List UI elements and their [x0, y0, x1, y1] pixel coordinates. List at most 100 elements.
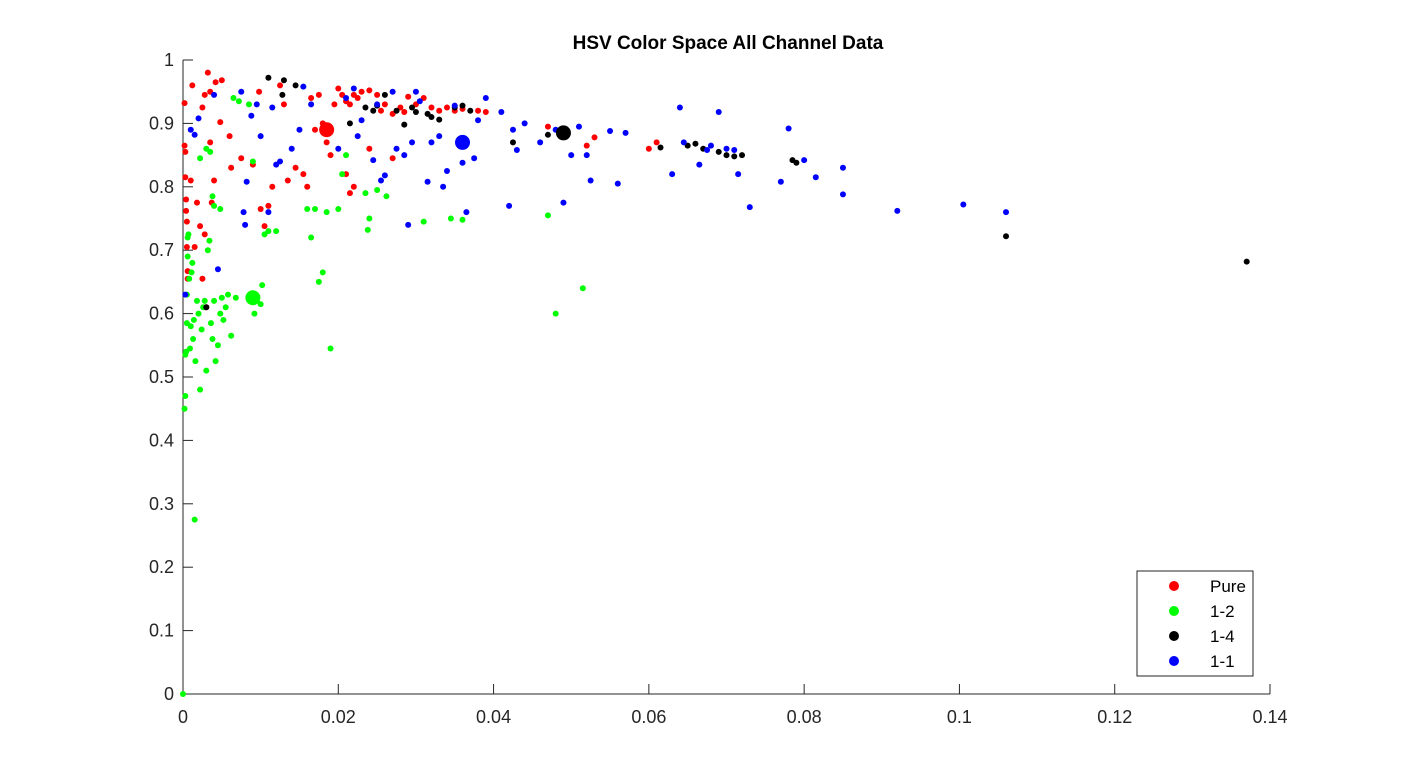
data-point [315, 278, 322, 285]
data-point [440, 183, 447, 190]
data-point [362, 104, 369, 111]
y-tick-label: 0.1 [149, 621, 174, 641]
data-point [509, 139, 516, 146]
data-point [412, 88, 419, 95]
data-point [183, 218, 190, 225]
data-point [193, 297, 200, 304]
data-point [1003, 209, 1010, 216]
data-point [335, 145, 342, 152]
data-point [269, 104, 276, 111]
data-point [381, 91, 388, 98]
data-point [265, 228, 272, 235]
data-point [676, 104, 683, 111]
data-point [190, 316, 197, 323]
data-point [188, 269, 195, 276]
data-point [482, 108, 489, 115]
data-point [207, 148, 214, 155]
data-point [544, 123, 551, 130]
data-point [225, 291, 232, 298]
data-point [182, 291, 189, 298]
data-point [451, 102, 458, 109]
data-point [436, 107, 443, 114]
data-point [181, 142, 188, 149]
data-point [186, 275, 193, 282]
data-point [257, 133, 264, 140]
data-point [240, 209, 247, 216]
data-point [311, 205, 318, 212]
data-point [428, 104, 435, 111]
y-tick-label: 0.9 [149, 113, 174, 133]
data-point [428, 114, 435, 121]
data-point [459, 159, 466, 166]
data-point [199, 104, 206, 111]
data-point [288, 145, 295, 152]
data-point [209, 193, 216, 200]
data-point [607, 128, 614, 135]
data-point [265, 74, 272, 81]
data-point [192, 358, 199, 365]
data-point [191, 131, 198, 138]
data-point [381, 101, 388, 108]
data-point [370, 157, 377, 164]
data-point [471, 155, 478, 162]
x-tick-label: 0.1 [947, 707, 972, 727]
data-point [409, 104, 416, 111]
data-point [193, 199, 200, 206]
data-point [401, 108, 408, 115]
data-point [696, 161, 703, 168]
data-point [335, 205, 342, 212]
data-point [715, 108, 722, 115]
data-point [374, 101, 381, 108]
data-point [575, 123, 582, 130]
data-point [707, 142, 714, 149]
data-point [183, 207, 190, 214]
centroid-point [319, 122, 335, 138]
data-point [259, 282, 266, 289]
data-point [181, 100, 188, 107]
data-point [251, 310, 258, 317]
data-point [366, 215, 373, 222]
data-point [217, 119, 224, 126]
series-1-2 [180, 95, 586, 697]
plot-area [180, 69, 1250, 697]
data-point [280, 101, 287, 108]
x-tick-label: 0.12 [1097, 707, 1132, 727]
data-point [187, 177, 194, 184]
data-point [645, 145, 652, 152]
data-point [207, 139, 214, 146]
data-point [195, 115, 202, 122]
data-point [323, 139, 330, 146]
data-point [203, 367, 210, 374]
data-point [214, 342, 221, 349]
data-point [416, 98, 423, 105]
data-point [583, 142, 590, 149]
data-point [182, 174, 189, 181]
data-point [366, 145, 373, 152]
data-point [339, 171, 346, 178]
data-point [704, 147, 711, 154]
data-point [482, 95, 489, 102]
data-point [182, 393, 189, 400]
data-point [354, 95, 361, 102]
data-point [300, 171, 307, 178]
data-point [383, 193, 390, 200]
data-point [739, 152, 746, 159]
data-point [292, 82, 299, 89]
data-point [614, 180, 621, 187]
x-tick-label: 0.04 [476, 707, 511, 727]
data-point [1243, 258, 1250, 265]
data-point [183, 196, 190, 203]
data-point [389, 155, 396, 162]
axes: 0 0.02 0.04 0.06 0.08 0.1 0.12 0.14 0 0.1 0.2 0.3 0.… [149, 50, 1288, 727]
data-point [443, 104, 450, 111]
data-point [319, 269, 326, 276]
data-point [731, 153, 738, 160]
data-point [746, 204, 753, 211]
data-point [191, 516, 198, 523]
data-point [212, 79, 219, 86]
data-point [521, 120, 528, 127]
data-point [204, 69, 211, 76]
data-point [405, 221, 412, 228]
data-point [214, 266, 221, 273]
legend: Pure 1-2 1-4 1-1 [1136, 570, 1254, 677]
